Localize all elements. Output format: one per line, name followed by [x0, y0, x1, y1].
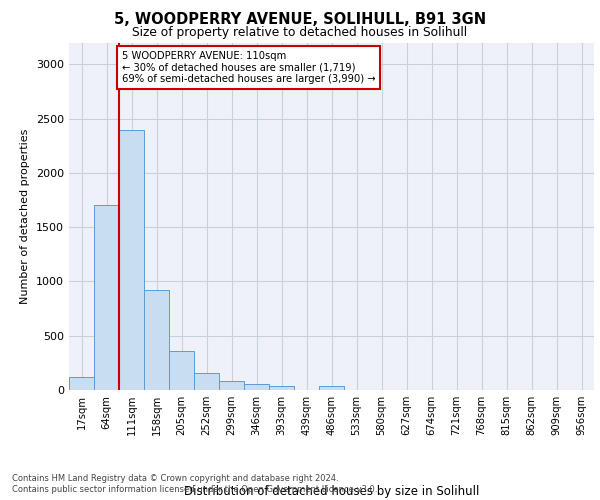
Bar — [144, 290, 169, 390]
Y-axis label: Number of detached properties: Number of detached properties — [20, 128, 31, 304]
Bar — [269, 386, 294, 390]
Bar — [244, 384, 269, 390]
Bar — [94, 206, 119, 390]
Bar — [319, 386, 344, 390]
Text: 5 WOODPERRY AVENUE: 110sqm
← 30% of detached houses are smaller (1,719)
69% of s: 5 WOODPERRY AVENUE: 110sqm ← 30% of deta… — [121, 51, 375, 84]
Bar — [69, 377, 94, 390]
Text: Contains public sector information licensed under the Open Government Licence v3: Contains public sector information licen… — [12, 485, 377, 494]
Bar — [194, 373, 219, 390]
Bar — [219, 382, 244, 390]
Bar — [119, 130, 144, 390]
Text: Size of property relative to detached houses in Solihull: Size of property relative to detached ho… — [133, 26, 467, 39]
X-axis label: Distribution of detached houses by size in Solihull: Distribution of detached houses by size … — [184, 485, 479, 498]
Text: Contains HM Land Registry data © Crown copyright and database right 2024.: Contains HM Land Registry data © Crown c… — [12, 474, 338, 483]
Bar — [169, 351, 194, 390]
Text: 5, WOODPERRY AVENUE, SOLIHULL, B91 3GN: 5, WOODPERRY AVENUE, SOLIHULL, B91 3GN — [114, 12, 486, 28]
